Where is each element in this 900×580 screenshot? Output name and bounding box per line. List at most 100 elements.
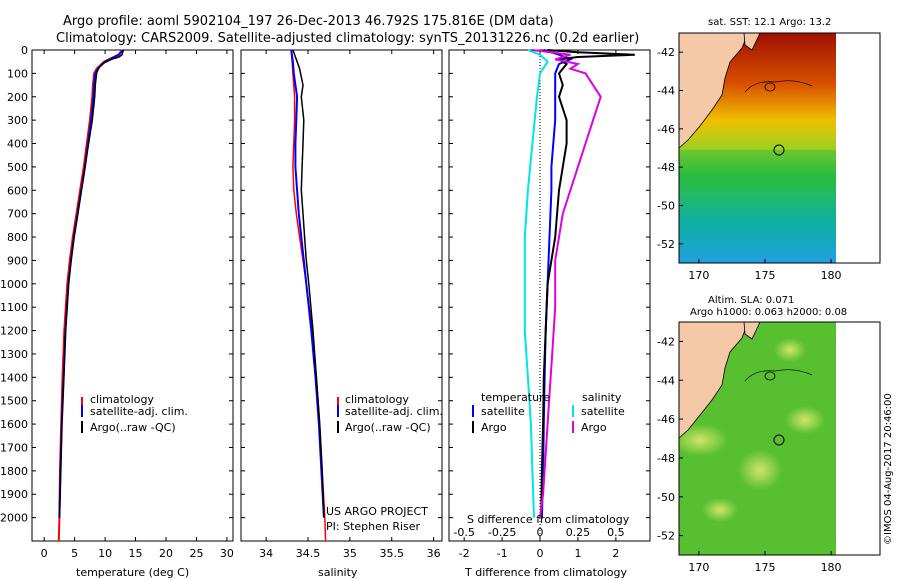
sla-bathymetry-contour bbox=[744, 369, 813, 382]
sst-map bbox=[678, 32, 881, 264]
sst-no-data bbox=[836, 33, 880, 263]
x2-tick-label: 0.25 bbox=[566, 526, 591, 539]
map-y-tick-label: -50 bbox=[657, 200, 675, 213]
x-tick-label: 34 bbox=[259, 547, 273, 560]
series-line-salinity-satellite bbox=[523, 49, 549, 518]
title-line-2: Climatology: CARS2009. Satellite-adjuste… bbox=[56, 31, 639, 46]
map-y-tick-label: -42 bbox=[657, 335, 675, 348]
series-line-satellite-adj-clim- bbox=[290, 49, 325, 518]
sst-front bbox=[679, 150, 836, 190]
x-tick-label: 5 bbox=[71, 547, 78, 560]
title-line-1: Argo profile: aoml 5902104_197 26-Dec-20… bbox=[63, 14, 554, 29]
y-tick-label: 1400 bbox=[0, 371, 28, 384]
y-tick-label: 400 bbox=[7, 138, 28, 151]
project-annotation: US ARGO PROJECT bbox=[326, 505, 428, 518]
map-y-tick-label: -48 bbox=[657, 161, 675, 174]
difference-panel-frame bbox=[448, 49, 651, 542]
sla-map bbox=[672, 321, 881, 556]
y-tick-label: 1900 bbox=[0, 488, 28, 501]
temp-legend-climatology: climatology bbox=[90, 393, 154, 406]
map-x-tick-label: 180 bbox=[821, 561, 842, 574]
sla-chatham-rise bbox=[764, 371, 776, 381]
series-line-salinity-argo bbox=[532, 49, 602, 518]
x-tick-label: 15 bbox=[129, 547, 143, 560]
sla-anomaly-4 bbox=[774, 338, 806, 362]
diff-legend-sal-argo: Argo bbox=[581, 421, 607, 434]
x-tick-label: 1 bbox=[574, 547, 581, 560]
y-tick-label: 500 bbox=[7, 161, 28, 174]
map-y-tick-label: -42 bbox=[657, 46, 675, 59]
map-y-tick-label: -52 bbox=[657, 238, 675, 251]
sla-map-frame bbox=[678, 321, 881, 556]
diff-legend-temp-argo: Argo bbox=[481, 421, 507, 434]
map-x-tick-label: 175 bbox=[754, 561, 775, 574]
x-tick-label: 35 bbox=[343, 547, 357, 560]
y-tick-label: 200 bbox=[7, 91, 28, 104]
x-tick-label: 10 bbox=[98, 547, 112, 560]
sal-legend-climatology: climatology bbox=[345, 393, 409, 406]
difference-plot: -2 -1 0 1 2 -0.5 -0.25 0 0.25 0.5 bbox=[449, 49, 650, 560]
map-y-tick-label: -46 bbox=[657, 413, 675, 426]
x-tick-label: 35.5 bbox=[380, 547, 405, 560]
x-tick-label: 36 bbox=[427, 547, 441, 560]
y-tick-label: 0 bbox=[21, 44, 28, 57]
y-tick-label: 700 bbox=[7, 208, 28, 221]
y-tick-label: 1000 bbox=[0, 278, 28, 291]
y-tick-label: 1500 bbox=[0, 395, 28, 408]
temperature-x-label: temperature (deg C) bbox=[76, 566, 189, 579]
y-tick-label: 1700 bbox=[0, 441, 28, 454]
sst-land-south-island bbox=[678, 32, 749, 149]
diff-legend-title-temperature: temperature bbox=[481, 391, 550, 404]
map-y-tick-label: -50 bbox=[657, 491, 675, 504]
x-tick-label: 0 bbox=[41, 547, 48, 560]
x-tick-label: 30 bbox=[220, 547, 234, 560]
sla-anomaly-3 bbox=[785, 406, 825, 434]
sst-map-frame bbox=[678, 32, 881, 264]
map-x-tick-label: 175 bbox=[754, 269, 775, 282]
y-tick-label: 2000 bbox=[0, 512, 28, 525]
y-tick-label: 800 bbox=[7, 231, 28, 244]
x-tick-label: 34.5 bbox=[296, 547, 321, 560]
y-tick-label: 1100 bbox=[0, 301, 28, 314]
sst-bathymetry-contour bbox=[744, 80, 813, 93]
y-tick-label: 900 bbox=[7, 254, 28, 267]
diff-legend-sal-satellite: satellite bbox=[581, 405, 625, 418]
sla-map-subtitle: Argo h1000: 0.063 h2000: 0.08 bbox=[690, 307, 847, 318]
temperature-panel-frame bbox=[31, 49, 234, 542]
sla-map-ticks: 170 175 180 -42 -44 -46 -48 -50 -52 bbox=[657, 335, 842, 574]
temperature-plot: 0 5 10 15 20 25 300100200300400500600700800900… bbox=[0, 44, 234, 560]
map-x-tick-label: 170 bbox=[688, 561, 709, 574]
y-tick-label: 1300 bbox=[0, 348, 28, 361]
diff-legend-title-salinity: salinity bbox=[582, 391, 622, 404]
salinity-x-label: salinity bbox=[318, 566, 358, 579]
x2-tick-label: -0.25 bbox=[488, 526, 516, 539]
x-tick-label: -1 bbox=[497, 547, 508, 560]
series-line-temperature-argo bbox=[540, 49, 635, 518]
diff-legend-temp-satellite: satellite bbox=[481, 405, 525, 418]
x2-tick-label: 0 bbox=[537, 526, 544, 539]
sla-anomaly-2 bbox=[738, 450, 782, 490]
x-tick-label: 0 bbox=[537, 547, 544, 560]
sla-map-title: Altim. SLA: 0.071 bbox=[708, 295, 794, 306]
s-difference-label: S difference from climatology bbox=[467, 513, 630, 526]
sst-profile-marker bbox=[773, 144, 785, 156]
x2-tick-label: 0.5 bbox=[607, 526, 625, 539]
salinity-plot: 34 34.5 35 35.5 36 bbox=[241, 49, 442, 560]
x-tick-label: 20 bbox=[159, 547, 173, 560]
t-difference-label: T difference from climatology bbox=[464, 566, 627, 579]
y-tick-label: 600 bbox=[7, 184, 28, 197]
salinity-panel-frame bbox=[240, 49, 443, 542]
sst-map-title: sat. SST: 12.1 Argo: 13.2 bbox=[708, 17, 831, 28]
map-y-tick-label: -46 bbox=[657, 123, 675, 136]
x2-tick-label: -0.5 bbox=[453, 526, 474, 539]
series-line-argo-raw-qc- bbox=[292, 49, 325, 518]
y-tick-label: 1800 bbox=[0, 465, 28, 478]
sla-no-data bbox=[836, 322, 880, 555]
map-x-tick-label: 170 bbox=[688, 269, 709, 282]
map-y-tick-label: -44 bbox=[657, 374, 675, 387]
sal-legend-satellite: satellite-adj. clim. bbox=[345, 405, 443, 418]
sal-legend-argo: Argo(..raw -QC) bbox=[345, 421, 431, 434]
x-tick-label: 25 bbox=[189, 547, 203, 560]
y-tick-label: 100 bbox=[7, 67, 28, 80]
